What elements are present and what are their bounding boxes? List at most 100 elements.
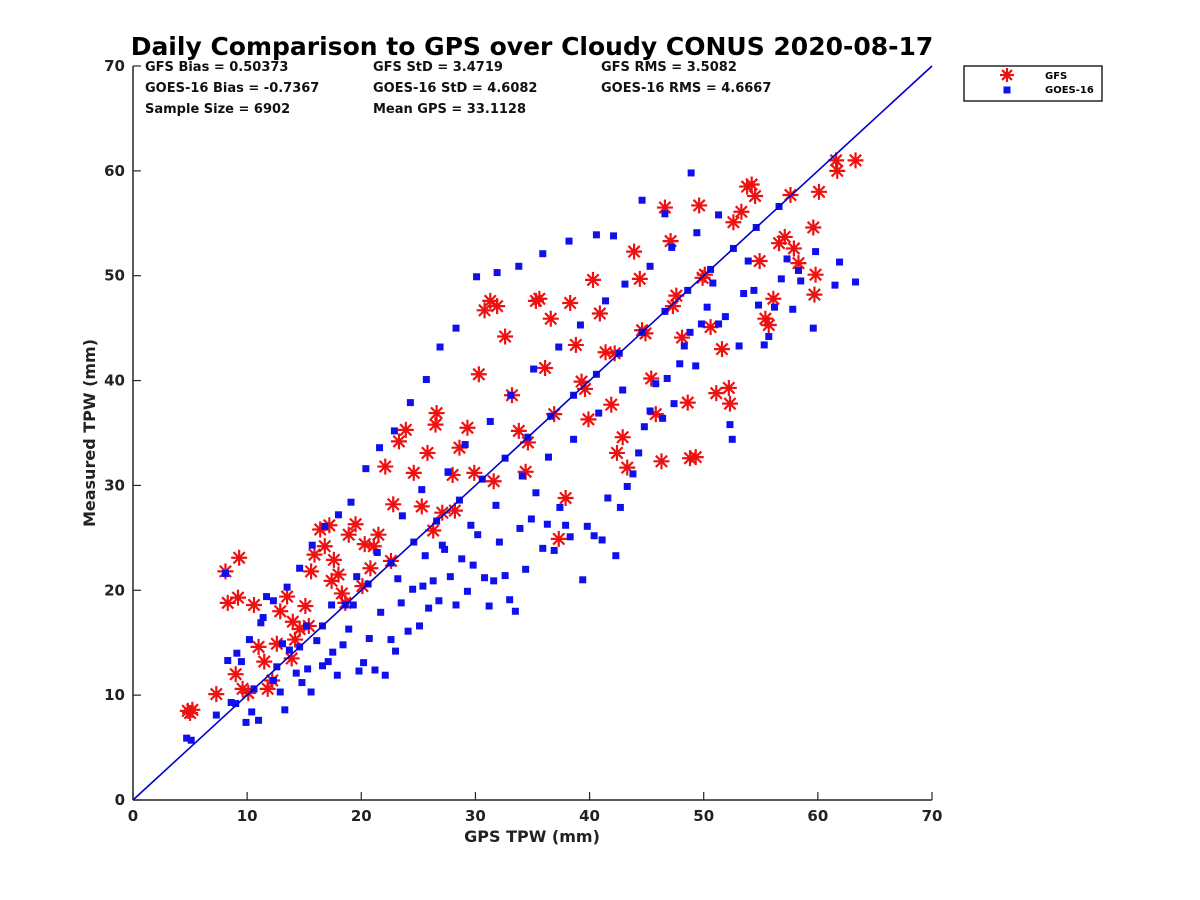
legend: GFS GOES-16 bbox=[963, 65, 1103, 102]
gfs-point bbox=[466, 464, 483, 481]
goes-16-point bbox=[313, 637, 321, 645]
goes-16-point bbox=[629, 470, 637, 478]
goes-16-point bbox=[422, 376, 430, 384]
gfs-point bbox=[567, 336, 584, 353]
gfs-point bbox=[510, 422, 527, 439]
gfs-point bbox=[557, 490, 574, 507]
goes-16-point bbox=[812, 248, 820, 256]
gfs-point bbox=[219, 594, 236, 611]
gfs-point bbox=[428, 405, 445, 422]
goes-16-point bbox=[377, 608, 385, 616]
goes-16-point bbox=[302, 622, 310, 630]
gfs-point bbox=[385, 496, 402, 513]
gfs-point bbox=[531, 290, 548, 307]
goes-16-point bbox=[371, 666, 379, 674]
goes-16-point bbox=[516, 524, 524, 532]
goes-16-point bbox=[566, 533, 574, 541]
stat-goes-bias: GOES-16 Bias = -0.7367 bbox=[145, 81, 319, 96]
gfs-point bbox=[713, 341, 730, 358]
goes-16-point bbox=[602, 297, 610, 305]
goes-16-point bbox=[652, 380, 660, 388]
goes-16-point bbox=[425, 604, 433, 612]
goes-16-point bbox=[770, 303, 778, 311]
goes-16-point bbox=[543, 520, 551, 528]
gfs-point bbox=[340, 526, 357, 543]
goes-16-point bbox=[726, 421, 734, 429]
goes-16-point bbox=[276, 688, 284, 696]
gfs-point bbox=[377, 458, 394, 475]
gfs-point bbox=[829, 162, 846, 179]
goes-16-point bbox=[221, 570, 229, 578]
goes-16-point bbox=[676, 360, 684, 368]
one-to-one-line bbox=[132, 65, 933, 801]
gfs-point bbox=[427, 416, 444, 433]
goes-16-point bbox=[635, 449, 643, 457]
goes-16-point bbox=[744, 257, 752, 265]
y-axis-label: Measured TPW (mm) bbox=[80, 339, 99, 527]
stat-goes-std: GOES-16 StD = 4.6082 bbox=[373, 81, 537, 96]
goes-16-point bbox=[398, 512, 406, 520]
goes-16-point bbox=[404, 627, 412, 635]
goes-16-point bbox=[616, 503, 624, 511]
goes-16-point bbox=[590, 532, 598, 540]
goes-16-point bbox=[187, 736, 195, 744]
x-tick-label: 40 bbox=[579, 807, 600, 825]
goes-16-point bbox=[269, 676, 277, 684]
goes-16-point bbox=[376, 444, 384, 452]
y-tick-label: 20 bbox=[104, 581, 125, 599]
x-tick-label: 10 bbox=[237, 807, 258, 825]
stat-gfs-std: GFS StD = 3.4719 bbox=[373, 60, 503, 75]
gfs-point bbox=[390, 433, 407, 450]
x-tick-label: 20 bbox=[351, 807, 372, 825]
goes-16-point bbox=[281, 706, 289, 714]
gfs-point bbox=[785, 240, 802, 257]
gfs-point bbox=[405, 464, 422, 481]
gfs-point bbox=[550, 530, 567, 547]
goes-16-point bbox=[224, 657, 232, 665]
goes-16-point bbox=[511, 607, 519, 615]
goes-16-point bbox=[777, 275, 785, 283]
gfs-point bbox=[562, 294, 579, 311]
goes-16-point bbox=[507, 391, 515, 399]
gfs-point bbox=[664, 298, 681, 315]
gfs-point bbox=[606, 345, 623, 362]
goes-16-point bbox=[245, 636, 253, 644]
goes-16-point bbox=[381, 671, 389, 679]
goes-16-point bbox=[318, 662, 326, 670]
goes-16-point bbox=[485, 602, 493, 610]
goes-16-point bbox=[527, 515, 535, 523]
goes-16-point bbox=[212, 711, 220, 719]
goes-16-point bbox=[518, 472, 526, 480]
goes-16-point bbox=[259, 614, 267, 622]
x-tick-label: 60 bbox=[807, 807, 828, 825]
goes-16-point bbox=[619, 386, 627, 394]
goes-16-point bbox=[646, 407, 654, 415]
goes-16-point bbox=[227, 698, 235, 706]
goes-16-point bbox=[339, 641, 347, 649]
goes-16-point bbox=[467, 521, 475, 529]
gfs-point bbox=[362, 560, 379, 577]
goes-16-point bbox=[429, 577, 437, 585]
goes-16-point bbox=[387, 636, 395, 644]
gfs-point bbox=[631, 270, 648, 287]
goes-16-point bbox=[353, 573, 361, 581]
gfs-point bbox=[497, 328, 514, 345]
gfs-point bbox=[603, 396, 620, 413]
gfs-point bbox=[419, 444, 436, 461]
goes-16-point bbox=[365, 635, 373, 643]
goes-16-point bbox=[576, 321, 584, 329]
y-tick-label: 30 bbox=[104, 476, 125, 494]
stat-mean-gps: Mean GPS = 33.1128 bbox=[373, 102, 526, 117]
goes-16-point bbox=[565, 237, 573, 245]
goes-16-point bbox=[515, 262, 523, 270]
goes-16-point bbox=[668, 243, 676, 251]
gfs-point bbox=[687, 449, 704, 466]
goes-16-point bbox=[686, 328, 694, 336]
goes-16-point bbox=[452, 601, 460, 609]
gfs-point bbox=[608, 444, 625, 461]
y-tick-label: 40 bbox=[104, 372, 125, 390]
gfs-point bbox=[470, 366, 487, 383]
gfs-point bbox=[323, 572, 340, 589]
goes-16-point bbox=[687, 169, 695, 177]
